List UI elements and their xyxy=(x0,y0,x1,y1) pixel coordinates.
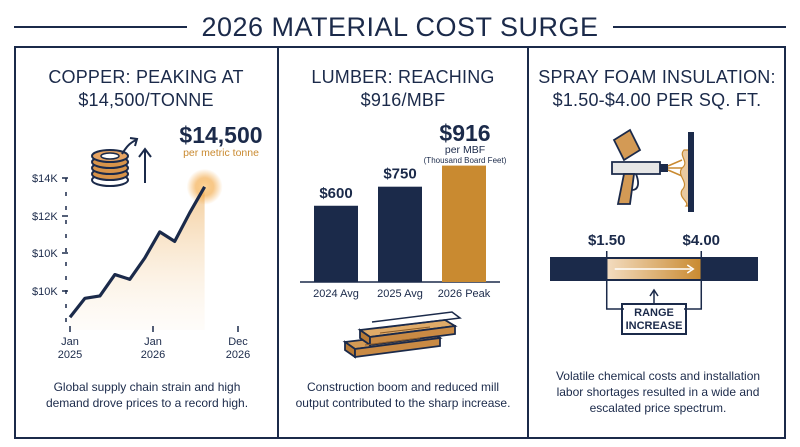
lumber-callout-value: $916 xyxy=(439,120,491,146)
copper-footer: Global supply chain strain and high dema… xyxy=(45,380,249,410)
range-box-label: RANGE INCREASE xyxy=(625,307,683,332)
lumber-heading: LUMBER: REACHING $916/MBF xyxy=(280,66,526,112)
copper-heading-line2: $14,500/TONNE xyxy=(78,90,214,110)
lumber-callout-unit: per MBF xyxy=(444,144,486,156)
panel-divider-left xyxy=(277,46,279,439)
copper-heading-line1: COPPER: PEAKING AT xyxy=(48,67,244,87)
panel-divider-right xyxy=(527,46,529,439)
spray-heading: SPRAY FOAM INSULATION: $1.50-$4.00 PER S… xyxy=(529,66,785,112)
copper-callout-unit: per metric tonne xyxy=(183,147,259,159)
copper-callout-value: $14,500 xyxy=(179,122,263,148)
spray-heading-line2: $1.50-$4.00 PER SQ. FT. xyxy=(552,90,762,110)
spray-footer: Volatile chemical costs and installation… xyxy=(555,369,761,415)
page-title: 2026 MATERIAL COST SURGE xyxy=(0,12,800,43)
lumber-heading-line2: $916/MBF xyxy=(360,90,446,110)
lumber-callout-note: (Thousand Board Feet) xyxy=(423,156,507,165)
range-box: RANGE INCREASE xyxy=(621,303,687,335)
copper-heading: COPPER: PEAKING AT $14,500/TONNE xyxy=(16,66,276,112)
lumber-footer: Construction boom and reduced mill outpu… xyxy=(295,380,511,410)
lumber-heading-line1: LUMBER: REACHING xyxy=(311,67,495,87)
spray-heading-line1: SPRAY FOAM INSULATION: xyxy=(538,67,776,87)
infographic-frame xyxy=(14,46,786,439)
